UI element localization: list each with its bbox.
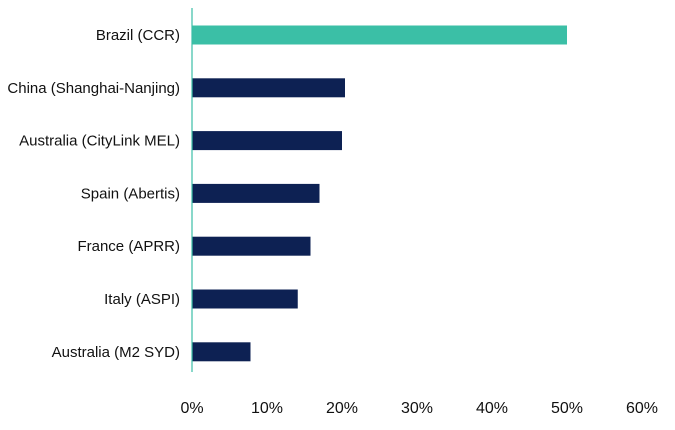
x-tick-label: 40% (476, 400, 508, 417)
category-label-france-aprr: France (APRR) (77, 238, 180, 255)
bar-australia-citylink-mel (192, 131, 342, 151)
bar-italy-aspi (192, 289, 298, 309)
bar-china-shanghai-nanjing (192, 78, 345, 98)
x-axis-tick-labels: 0% 10% 20% 30% 40% 50% 60% (180, 400, 658, 417)
bar-brazil-ccr (192, 25, 567, 45)
category-label-china-shanghai-nanjing: China (Shanghai-Nanjing) (7, 80, 180, 97)
bar-france-aprr (192, 236, 311, 256)
bars-layer (192, 25, 567, 362)
x-tick-label: 0% (180, 400, 203, 417)
category-label-australia-m2-syd: Australia (M2 SYD) (52, 344, 180, 361)
category-label-italy-aspi: Italy (ASPI) (104, 291, 180, 308)
x-tick-label: 20% (326, 400, 358, 417)
x-tick-label: 50% (551, 400, 583, 417)
x-tick-label: 30% (401, 400, 433, 417)
category-label-brazil-ccr: Brazil (CCR) (96, 27, 180, 44)
category-label-australia-citylink-mel: Australia (CityLink MEL) (19, 133, 180, 150)
bar-australia-m2-syd (192, 342, 251, 362)
category-label-spain-abertis: Spain (Abertis) (81, 185, 180, 202)
x-tick-label: 60% (626, 400, 658, 417)
x-tick-label: 10% (251, 400, 283, 417)
bar-spain-abertis (192, 183, 320, 203)
category-labels: Brazil (CCR) China (Shanghai-Nanjing) Aust… (7, 27, 180, 361)
